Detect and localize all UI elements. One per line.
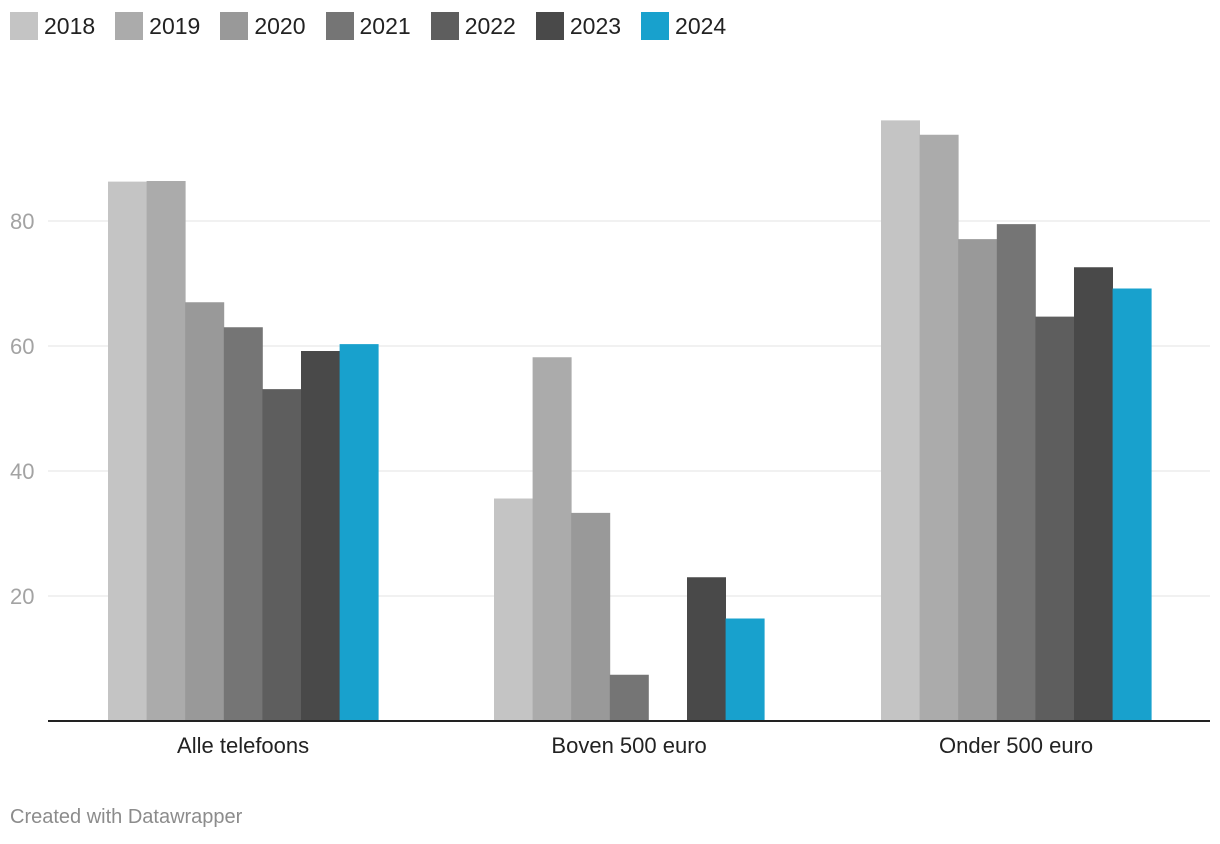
legend-item-2021: 2021 — [325, 12, 411, 40]
y-tick-label: 80 — [10, 209, 34, 234]
legend-label: 2020 — [254, 12, 306, 39]
bar-2021 — [996, 224, 1036, 721]
bar-2018 — [881, 120, 920, 721]
bar-2022 — [1035, 316, 1075, 721]
legend-swatch — [535, 12, 564, 40]
chart-legend: 2018 2019 2020 2021 2022 2023 2024 — [10, 12, 746, 40]
bar-2023 — [687, 577, 726, 721]
legend-label: 2022 — [464, 12, 516, 39]
bar-2020 — [185, 302, 225, 721]
legend-swatch — [430, 12, 459, 40]
x-category-label: Alle telefoons — [177, 733, 309, 758]
bar-2020 — [571, 512, 611, 721]
bar-2024 — [725, 618, 765, 721]
y-tick-label: 40 — [10, 459, 34, 484]
legend-item-2023: 2023 — [535, 12, 622, 40]
bar-2021 — [609, 674, 649, 721]
bar-2023 — [1074, 267, 1113, 721]
bar-2019 — [146, 181, 186, 721]
legend-label: 2019 — [149, 12, 201, 39]
bar-2022 — [262, 389, 302, 721]
bar-2019 — [919, 134, 959, 721]
y-tick-label: 20 — [10, 584, 34, 609]
legend-swatch — [220, 12, 249, 40]
legend-item-2022: 2022 — [430, 12, 516, 40]
bar-2019 — [532, 357, 572, 721]
legend-swatch — [641, 12, 670, 40]
legend-item-2020: 2020 — [220, 12, 306, 40]
legend-swatch — [115, 12, 144, 40]
legend-label: 2024 — [675, 12, 727, 39]
bar-2023 — [301, 351, 340, 721]
bar-2018 — [108, 181, 147, 721]
legend-label: 2021 — [359, 12, 411, 39]
legend-label: 2023 — [569, 12, 622, 39]
legend-item-2019: 2019 — [115, 12, 200, 40]
legend-swatch — [10, 12, 38, 40]
legend-label: 2018 — [44, 12, 96, 39]
legend-item-2018: 2018 — [10, 12, 95, 40]
bar-2018 — [494, 498, 533, 721]
bar-2020 — [958, 239, 998, 721]
bar-2021 — [223, 327, 263, 721]
legend-swatch — [325, 12, 354, 40]
bar-2024 — [1112, 288, 1152, 721]
legend-item-2024: 2024 — [641, 12, 726, 40]
y-tick-label: 60 — [10, 334, 34, 359]
x-category-label: Onder 500 euro — [939, 733, 1093, 758]
x-category-label: Boven 500 euro — [551, 733, 706, 758]
footer-credit: Created with Datawrapper — [10, 806, 243, 828]
bar-2024 — [339, 344, 379, 721]
